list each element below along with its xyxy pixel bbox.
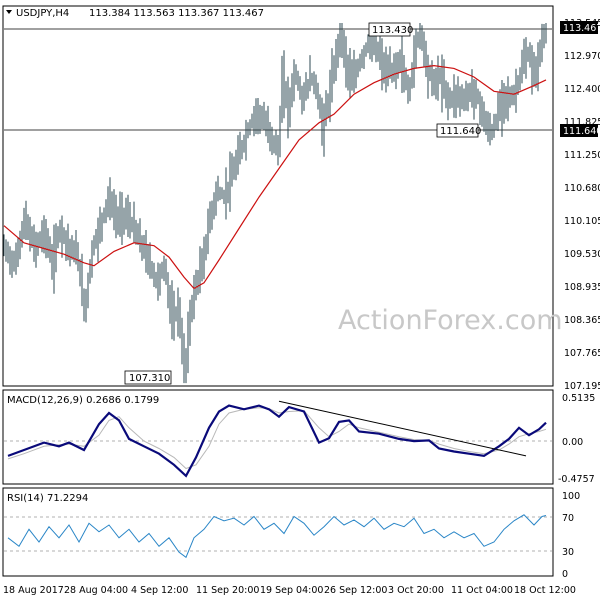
price-tick: 110.680 [564, 183, 600, 194]
time-axis: 18 Aug 2017 28 Aug 04:00 4 Sep 12:00 11 … [3, 585, 576, 596]
price-tick: 112.970 [564, 51, 600, 62]
rsi-tick: 30 [562, 547, 574, 558]
high-annotation-box [368, 22, 411, 37]
symbol-label: USDJPY,H4 [16, 8, 69, 19]
time-tick: 26 Sep 12:00 [324, 585, 387, 596]
ohlc-readout: 113.384 113.563 113.367 113.467 [89, 8, 264, 19]
support-annotation: 111.640 [440, 126, 481, 137]
macd-title: MACD(12,26,9) 0.2686 0.1799 [7, 395, 159, 406]
rsi-line [7, 514, 547, 559]
current-price-box [560, 21, 598, 34]
support-price-box [560, 124, 598, 137]
rsi-tick: 0 [562, 569, 568, 580]
time-tick: 18 Aug 2017 [3, 585, 64, 596]
rsi-panel: RSI(14) 71.2294 100 70 30 0 [2, 487, 580, 580]
low-annotation-box [124, 370, 172, 385]
moving-average-line [3, 64, 547, 290]
time-tick: 19 Sep 04:00 [260, 585, 323, 596]
macd-tick: -0.4757 [558, 474, 595, 485]
rsi-tick: 100 [562, 491, 580, 502]
rsi-tick: 70 [562, 513, 574, 524]
price-tick: 107.195 [564, 381, 600, 392]
rsi-panel-frame [2, 487, 554, 577]
support-price-label: 111.640 [563, 126, 600, 137]
time-tick: 3 Oct 20:00 [388, 585, 444, 596]
watermark: ActionForex.com [338, 305, 563, 336]
time-tick: 11 Sep 20:00 [196, 585, 259, 596]
price-tick: 110.105 [564, 216, 600, 227]
price-tick: 111.825 [564, 117, 600, 128]
rsi-title: RSI(14) 71.2294 [7, 493, 88, 504]
macd-signal-line [7, 407, 547, 470]
price-tick: 111.250 [564, 150, 600, 161]
current-price-label: 113.467 [563, 23, 600, 34]
price-tick: 108.935 [564, 282, 600, 293]
price-tick: 107.765 [564, 348, 600, 359]
price-tick: 112.400 [564, 84, 600, 95]
price-panel: USDJPY,H4 113.384 113.563 113.367 113.46… [2, 5, 600, 392]
price-panel-frame [2, 5, 554, 387]
candle-series [3, 23, 547, 384]
low-annotation: 107.310 [129, 373, 170, 384]
price-tick: 108.365 [564, 315, 600, 326]
macd-panel: MACD(12,26,9) 0.2686 0.1799 0.5135 0.00 … [2, 389, 595, 485]
support-annotation-box [436, 123, 479, 138]
high-annotation: 113.430 [372, 25, 413, 36]
price-tick: 109.530 [564, 249, 600, 260]
dropdown-triangle-icon[interactable] [6, 10, 12, 14]
price-axis: 113.545 112.970 112.400 111.825 111.250 … [564, 18, 600, 392]
time-tick: 11 Oct 04:00 [451, 585, 513, 596]
macd-trendline [278, 400, 527, 457]
macd-panel-frame [2, 389, 554, 485]
time-tick: 18 Oct 12:00 [514, 585, 576, 596]
macd-tick: 0.5135 [562, 393, 595, 404]
macd-line [7, 404, 547, 478]
macd-tick: 0.00 [562, 437, 583, 448]
time-tick: 4 Sep 12:00 [131, 585, 188, 596]
time-tick: 28 Aug 04:00 [64, 585, 128, 596]
